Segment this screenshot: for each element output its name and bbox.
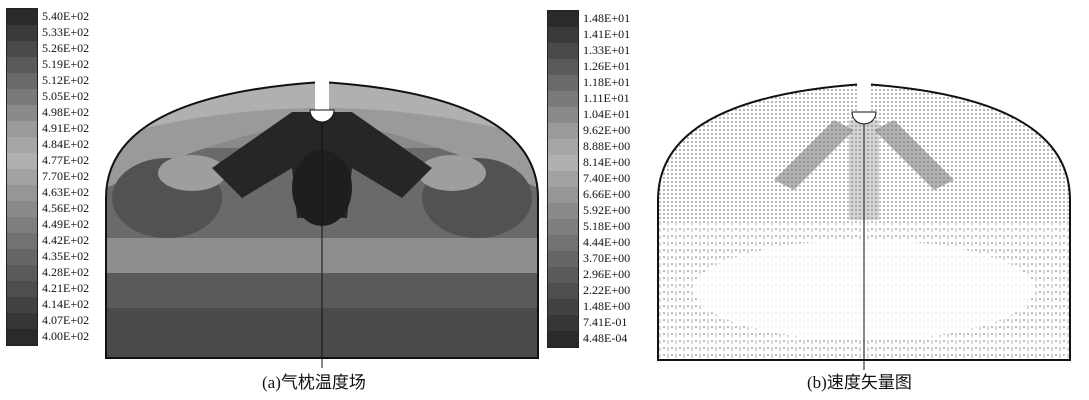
- legend-label: 7.41E-01: [583, 315, 628, 329]
- legend-swatch: [7, 217, 37, 233]
- legend-swatch: [548, 187, 578, 203]
- legend-label: 7.70E+02: [42, 169, 90, 183]
- legend-swatch: [7, 281, 37, 297]
- legend-label: 4.91E+02: [42, 121, 90, 135]
- legend-label: 4.56E+02: [42, 201, 90, 215]
- panel-b-caption: (b)速度矢量图: [807, 373, 912, 392]
- legend-swatch: [548, 299, 578, 315]
- legend-swatch: [548, 203, 578, 219]
- legend-swatch: [7, 41, 37, 57]
- legend-swatch: [7, 297, 37, 313]
- legend-swatch: [548, 171, 578, 187]
- legend-label: 4.48E-04: [583, 331, 628, 345]
- legend-label: 2.22E+00: [583, 283, 631, 297]
- legend-swatch: [7, 265, 37, 281]
- temperature-legend-labels: 5.40E+02 5.33E+02 5.26E+02 5.19E+02 5.12E+02…: [42, 8, 89, 344]
- legend-swatch: [7, 313, 37, 329]
- legend-swatch: [7, 185, 37, 201]
- legend-label: 1.18E+01: [583, 75, 631, 89]
- legend-label: 8.88E+00: [583, 139, 631, 153]
- legend-label: 5.40E+02: [42, 9, 90, 23]
- velocity-colorbar: [547, 10, 579, 348]
- temperature-colorbar: [6, 8, 38, 346]
- legend-label: 5.33E+02: [42, 25, 90, 39]
- legend-label: 5.92E+00: [583, 203, 631, 217]
- legend-label: 1.04E+01: [583, 107, 631, 121]
- legend-label: 4.42E+02: [42, 233, 90, 247]
- legend-label: 1.33E+01: [583, 43, 631, 57]
- legend-label: 4.28E+02: [42, 265, 90, 279]
- legend-swatch: [548, 155, 578, 171]
- legend-swatch: [548, 315, 578, 331]
- legend-swatch: [7, 329, 37, 345]
- legend-label: 5.05E+02: [42, 89, 90, 103]
- legend-label: 3.70E+00: [583, 251, 631, 265]
- legend-swatch: [548, 267, 578, 283]
- legend-label: 4.44E+00: [583, 235, 631, 249]
- legend-swatch: [7, 57, 37, 73]
- legend-label: 8.14E+00: [583, 155, 631, 169]
- legend-label: 4.07E+02: [42, 313, 90, 327]
- legend-label: 1.41E+01: [583, 27, 631, 41]
- legend-label: 1.26E+01: [583, 59, 631, 73]
- legend-label: 1.48E+00: [583, 299, 631, 313]
- legend-label: 5.18E+00: [583, 219, 631, 233]
- legend-label: 5.26E+02: [42, 41, 90, 55]
- legend-label: 4.98E+02: [42, 105, 90, 119]
- legend-swatch: [7, 9, 37, 25]
- legend-swatch: [7, 89, 37, 105]
- legend-swatch: [548, 123, 578, 139]
- legend-label: 9.62E+00: [583, 123, 631, 137]
- legend-label: 4.00E+02: [42, 329, 90, 343]
- legend-label: 4.14E+02: [42, 297, 90, 311]
- legend-label: 1.48E+01: [583, 11, 631, 25]
- velocity-vector-plot: [657, 80, 1071, 370]
- legend-label: 1.11E+01: [583, 91, 630, 105]
- legend-swatch: [7, 105, 37, 121]
- legend-label: 6.66E+00: [583, 187, 631, 201]
- legend-label: 7.40E+00: [583, 171, 631, 185]
- legend-swatch: [7, 201, 37, 217]
- legend-swatch: [548, 107, 578, 123]
- legend-swatch: [548, 11, 578, 27]
- legend-swatch: [7, 137, 37, 153]
- legend-label: 4.84E+02: [42, 137, 90, 151]
- legend-swatch: [548, 59, 578, 75]
- temperature-field-plot: [105, 78, 539, 368]
- legend-swatch: [548, 91, 578, 107]
- legend-label: 4.35E+02: [42, 249, 90, 263]
- legend-label: 4.77E+02: [42, 153, 90, 167]
- legend-label: 5.12E+02: [42, 73, 90, 87]
- legend-swatch: [7, 169, 37, 185]
- legend-label: 5.19E+02: [42, 57, 90, 71]
- legend-swatch: [7, 121, 37, 137]
- legend-swatch: [548, 139, 578, 155]
- legend-swatch: [548, 235, 578, 251]
- legend-swatch: [7, 233, 37, 249]
- legend-swatch: [7, 249, 37, 265]
- legend-label: 4.49E+02: [42, 217, 90, 231]
- legend-swatch: [548, 331, 578, 347]
- panel-a-caption: (a)气枕温度场: [262, 373, 366, 392]
- legend-label: 4.63E+02: [42, 185, 90, 199]
- legend-swatch: [548, 75, 578, 91]
- legend-label: 2.96E+00: [583, 267, 631, 281]
- legend-swatch: [548, 283, 578, 299]
- legend-swatch: [548, 219, 578, 235]
- legend-swatch: [7, 25, 37, 41]
- legend-swatch: [7, 153, 37, 169]
- legend-swatch: [548, 27, 578, 43]
- legend-swatch: [7, 73, 37, 89]
- legend-swatch: [548, 251, 578, 267]
- legend-swatch: [548, 43, 578, 59]
- velocity-legend-labels: 1.48E+01 1.41E+01 1.33E+01 1.26E+01 1.18E+01…: [583, 10, 630, 346]
- legend-label: 4.21E+02: [42, 281, 90, 295]
